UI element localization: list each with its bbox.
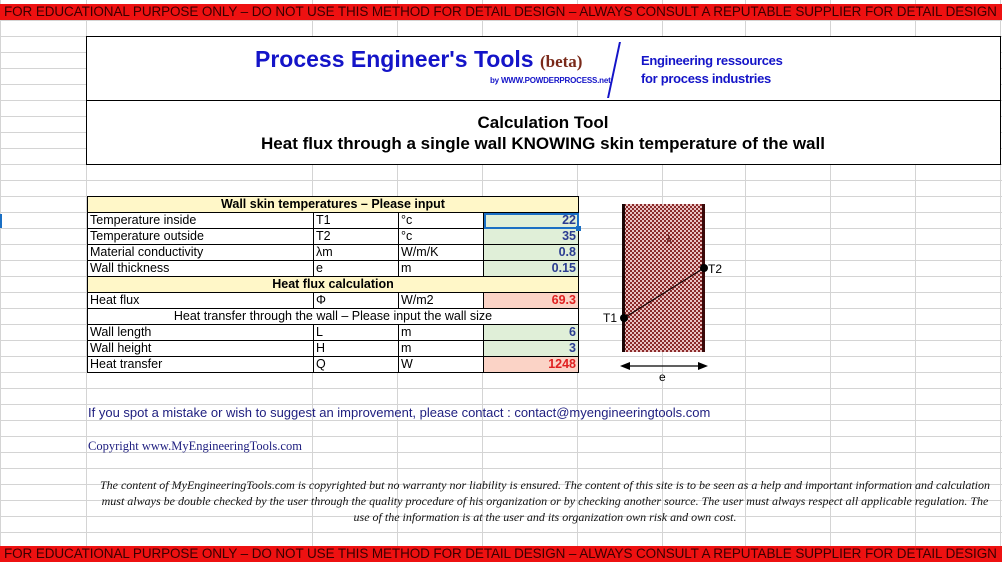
section-header-heat-flux: Heat flux calculation [87, 276, 579, 293]
logo-header [86, 36, 1001, 101]
tool-title-line-2: Heat flux through a single wall KNOWING … [261, 134, 825, 153]
tagline-line-2: for process industries [641, 71, 771, 86]
section-header-row: Heat flux calculation [87, 276, 579, 293]
grid-line [915, 0, 916, 562]
heat-flux-result: 69.3 [483, 292, 579, 309]
wall-length-input[interactable]: 6 [483, 324, 579, 341]
wall-height-input[interactable]: 3 [483, 340, 579, 357]
table-row: Temperature inside T1 °c 22 [87, 212, 581, 231]
copyright-text: Copyright www.MyEngineeringTools.com [88, 439, 302, 453]
logo-by-line: by WWW.POWDERPROCESS.net [490, 76, 611, 85]
row-symbol: L [313, 324, 399, 341]
grid-line [745, 0, 746, 562]
logo-title: Process Engineer's Tools (beta) [255, 46, 582, 73]
t2-label: T2 [708, 262, 723, 276]
row-unit: °c [398, 212, 484, 229]
warning-banner-bottom: FOR EDUCATIONAL PURPOSE ONLY – DO NOT US… [0, 546, 1002, 562]
row-label: Wall thickness [87, 260, 314, 277]
tool-title-box [86, 100, 1001, 165]
row-label: Temperature outside [87, 228, 314, 245]
row-label: Wall length [87, 324, 314, 341]
temperature-outside-input[interactable]: 35 [483, 228, 579, 245]
row-symbol: Q [313, 356, 399, 373]
table-row: Material conductivity λm W/m/K 0.8 [87, 244, 579, 261]
warning-banner-top: FOR EDUCATIONAL PURPOSE ONLY – DO NOT US… [0, 4, 1002, 20]
grid-line [86, 0, 87, 562]
row-label: Wall height [87, 340, 314, 357]
row-unit: W/m/K [398, 244, 484, 261]
t1-label: T1 [603, 311, 618, 325]
row-symbol: e [313, 260, 399, 277]
row-symbol: H [313, 340, 399, 357]
table-row: Wall height H m 3 [87, 340, 579, 357]
grid-line [0, 0, 1, 562]
table-row: Wall length L m 6 [87, 324, 579, 341]
tool-title-line-1: Calculation Tool [477, 113, 609, 132]
section-subheader-row: Heat transfer through the wall – Please … [87, 308, 579, 325]
cell-value: 22 [562, 213, 576, 227]
grid-line [1000, 0, 1001, 562]
table-row: Heat flux Φ W/m2 69.3 [87, 292, 579, 309]
row-symbol: T2 [313, 228, 399, 245]
fill-handle[interactable] [576, 226, 581, 231]
disclaimer-text: The content of MyEngineeringTools.com is… [99, 478, 991, 524]
row-unit: W/m2 [398, 292, 484, 309]
row-unit: W [398, 356, 484, 373]
logo-title-text: Process Engineer's Tools [255, 46, 534, 72]
logo-tagline: Engineering ressources for process indus… [641, 52, 783, 88]
logo-beta: (beta) [539, 52, 583, 71]
table-row: Heat transfer Q W 1248 [87, 356, 579, 373]
heat-transfer-result: 1248 [483, 356, 579, 373]
row-selection-marker [0, 214, 2, 228]
calculation-table: Wall skin temperatures – Please input Te… [87, 196, 581, 373]
row-label: Heat transfer [87, 356, 314, 373]
row-unit: °c [398, 228, 484, 245]
row-symbol: λm [313, 244, 399, 261]
contact-text[interactable]: If you spot a mistake or wish to suggest… [88, 405, 711, 420]
row-label: Material conductivity [87, 244, 314, 261]
section-header-row: Wall skin temperatures – Please input [87, 196, 579, 213]
row-symbol: T1 [313, 212, 399, 229]
row-label: Heat flux [87, 292, 314, 309]
row-unit: m [398, 324, 484, 341]
wall-thickness-input[interactable]: 0.15 [483, 260, 579, 277]
wall-diagram-graphic [620, 204, 708, 370]
thickness-label: e [659, 370, 666, 384]
temperature-inside-input[interactable]: 22 [483, 212, 581, 231]
tagline-line-1: Engineering ressources [641, 53, 783, 68]
row-unit: m [398, 340, 484, 357]
row-unit: m [398, 260, 484, 277]
row-label: Temperature inside [87, 212, 314, 229]
lambda-label: λ [666, 232, 672, 246]
section-header-heat-transfer: Heat transfer through the wall – Please … [87, 308, 579, 325]
row-symbol: Φ [313, 292, 399, 309]
table-row: Temperature outside T2 °c 35 [87, 228, 579, 245]
grid-line [830, 0, 831, 562]
material-conductivity-input[interactable]: 0.8 [483, 244, 579, 261]
wall-diagram: λ T2 T1 e [600, 200, 740, 390]
section-header-skin-temperatures: Wall skin temperatures – Please input [87, 196, 579, 213]
table-row: Wall thickness e m 0.15 [87, 260, 579, 277]
